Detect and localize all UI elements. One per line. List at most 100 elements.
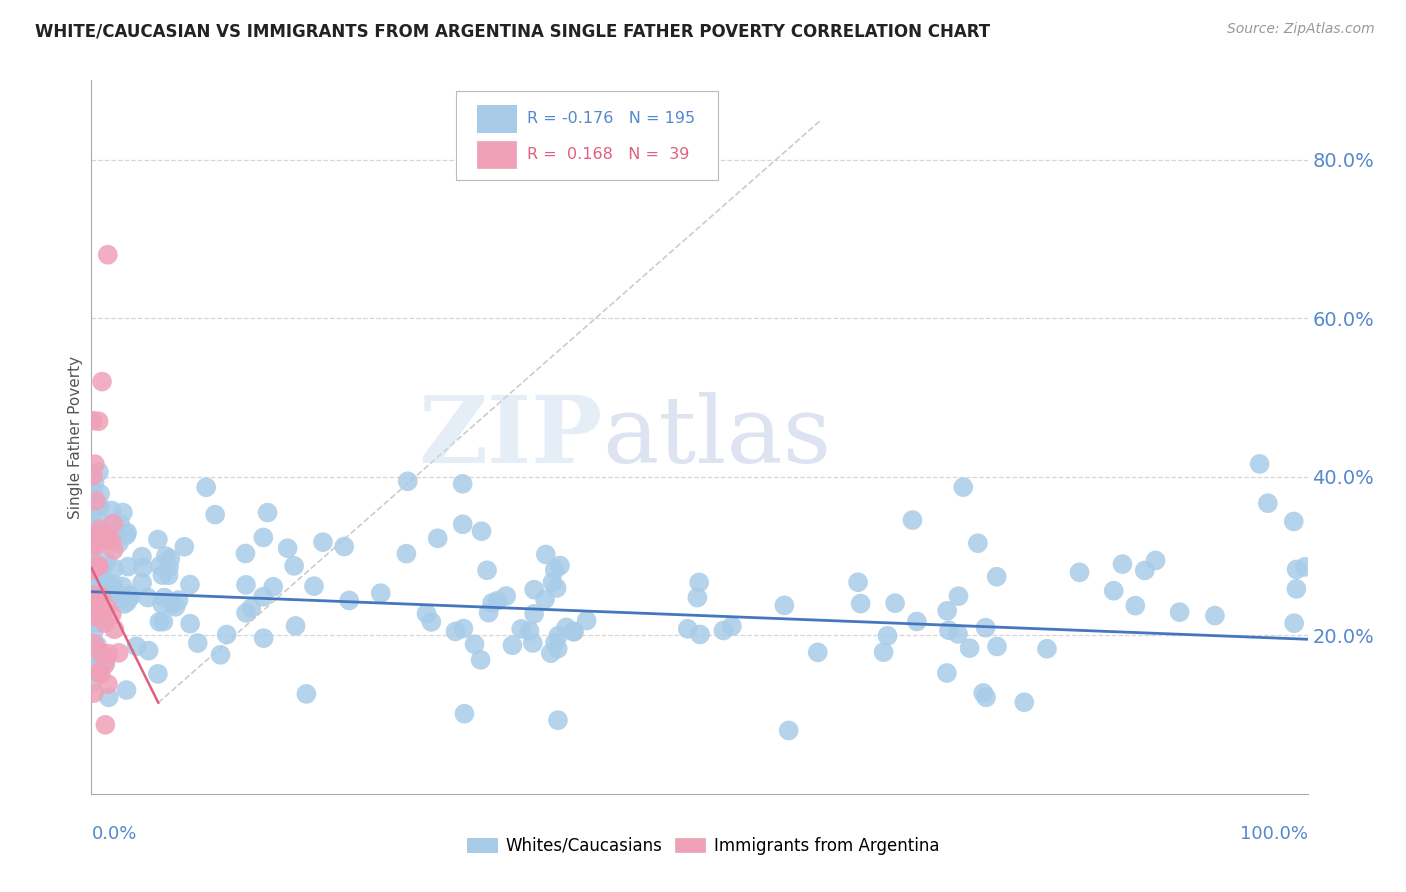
Point [87,659,110,673]
Point [562,624,585,639]
Point [86,664,108,678]
Point [475,563,498,577]
Text: atlas: atlas [602,392,831,482]
Point [84,607,107,622]
Point [103,622,125,636]
Point [83,625,105,640]
Point [209,648,232,662]
Point [235,578,257,592]
Point [157,560,180,574]
Point [872,645,894,659]
Point [84,539,107,553]
Point [101,581,124,595]
Point [146,533,169,547]
Point [481,596,503,610]
Point [187,636,209,650]
Point [83,526,105,541]
Point [966,536,988,550]
Point [153,591,176,605]
Point [80,522,103,536]
Point [86,528,108,542]
Point [451,517,474,532]
Point [96,600,118,615]
Point [111,579,134,593]
Point [107,646,129,660]
Point [86,638,108,652]
Point [82,553,104,567]
Point [676,622,699,636]
Point [89,522,111,536]
Point [97,647,120,661]
Point [115,683,138,698]
Point [974,621,997,635]
Point [453,706,475,721]
Point [82,539,104,553]
Point [464,637,486,651]
Point [426,531,449,545]
Point [1285,582,1308,596]
Point [522,636,544,650]
Point [256,506,278,520]
Point [115,595,138,609]
Point [312,535,335,549]
Point [444,624,467,639]
Point [103,542,125,557]
Point [83,475,105,490]
Point [486,593,509,607]
Point [89,500,111,514]
Point [547,629,569,643]
Point [167,593,190,607]
Text: R =  0.168   N =  39: R = 0.168 N = 39 [527,147,689,162]
Point [946,627,969,641]
Point [547,641,569,656]
Point [302,579,325,593]
Point [90,576,112,591]
Point [80,579,103,593]
Point [179,577,201,591]
Point [146,666,169,681]
Point [846,575,869,590]
Point [80,526,103,541]
Point [115,528,138,542]
Point [686,591,709,605]
Point [295,687,318,701]
Point [157,568,180,582]
Point [235,547,257,561]
Point [89,649,111,664]
Point [100,503,122,517]
Point [103,561,125,575]
Point [162,597,184,611]
Point [1282,515,1305,529]
Point [986,640,1008,654]
Point [1014,695,1036,709]
Point [415,607,437,621]
Point [540,646,562,660]
Point [110,516,132,531]
Point [125,640,148,654]
Point [240,601,263,615]
Point [80,579,103,593]
Point [82,414,104,428]
Point [905,615,928,629]
Point [773,599,796,613]
Point [1204,608,1226,623]
Point [108,524,131,539]
Point [277,541,299,556]
Point [959,641,981,656]
Point [519,624,541,638]
Point [1282,616,1305,631]
Point [96,576,118,591]
Point [84,558,107,573]
Point [534,548,557,562]
Point [96,554,118,568]
Point [100,519,122,533]
Point [179,616,201,631]
Point [86,500,108,514]
Point [721,619,744,633]
Point [884,596,907,610]
Point [689,627,711,641]
Point [83,563,105,577]
Point [80,579,103,593]
Point [83,637,105,651]
Point [451,476,474,491]
